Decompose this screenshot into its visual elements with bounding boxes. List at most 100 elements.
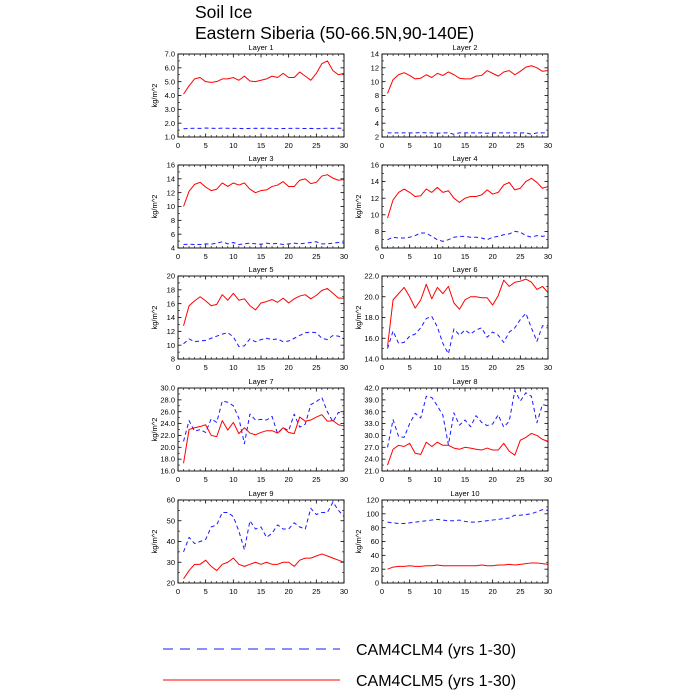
x-tick-label: 15 [461,475,469,484]
x-tick-label: 15 [257,363,265,372]
x-tick-label: 30 [340,475,348,484]
x-tick-label: 10 [433,141,441,150]
panel-title: Layer 8 [452,377,477,386]
panel-layer-10: Layer 10 0 5 10 15 20 25 30 0 20 40 60 80 100 120 kg/m^… [354,489,552,596]
panel-title: Layer 3 [248,154,273,163]
x-tick-label: 5 [408,587,412,596]
series-cam4clm4-line [183,331,345,348]
series-cam4clm4-line [387,132,548,135]
series-cam4clm4-line [387,312,548,355]
x-tick-label: 30 [544,475,552,484]
panel-title: Layer 2 [452,43,477,52]
y-tick-label: 20 [371,565,379,574]
x-tick-label: 25 [312,475,320,484]
legend-label-cam4clm4: CAM4CLM4 (yrs 1-30) [356,642,516,659]
x-tick-label: 15 [461,252,469,261]
y-tick-label: 22.0 [160,431,175,440]
panel-frame [381,275,549,360]
series-cam4clm5-line [387,562,549,570]
y-tick-label: 30.0 [160,384,175,393]
x-tick-label: 30 [544,363,552,372]
x-tick-label: 5 [408,363,412,372]
panel-layer-9: Layer 9 0 5 10 15 20 25 30 20 30 40 50 60 kg/m^2 [150,489,348,596]
y-tick-label: 4 [171,244,175,253]
y-tick-label: 10 [371,210,379,219]
y-tick-label: 4.0 [165,91,175,100]
panel-title: Layer 5 [248,265,273,274]
x-tick-label: 5 [204,141,208,150]
y-tick-label: 10 [371,77,379,86]
x-tick-label: 5 [204,252,208,261]
y-tick-label: 18 [167,285,175,294]
y-tick-label: 28.0 [160,395,175,404]
x-tick-label: 15 [461,587,469,596]
y-tick-label: 60 [167,496,175,505]
y-tick-label: 18.0 [160,455,175,464]
y-tick-label: 14 [371,177,379,186]
y-tick-label: 33.0 [364,419,379,428]
y-tick-label: 30 [167,558,175,567]
series-cam4clm4-line [387,389,549,448]
x-tick-label: 10 [433,363,441,372]
panel-layer-8: Layer 8 0 5 10 15 20 25 30 21.0 24.0 27.0 30.0 33.0 3… [364,377,552,484]
y-tick-label: 20.0 [364,292,379,301]
series-cam4clm4-line [183,396,345,445]
figure-title: Soil Ice [195,2,252,22]
y-tick-label: 40 [371,551,379,560]
y-axis-label: kg/m^2 [354,306,363,330]
x-tick-label: 15 [257,252,265,261]
series-cam4clm5-line [183,174,345,207]
panel-frame [381,164,549,249]
x-tick-label: 20 [284,252,292,261]
x-tick-label: 30 [544,141,552,150]
y-tick-label: 18.0 [364,313,379,322]
y-tick-label: 36.0 [364,407,379,416]
panel-layer-1: Layer 1 0 5 10 15 20 25 30 1.0 2.0 3.0 4.0 5.0 6.0 7.0… [150,43,348,150]
panel-layer-2: Layer 2 0 5 10 15 20 25 30 2 4 6 8 10 12 14 [371,43,553,150]
y-tick-label: 39.0 [364,395,379,404]
y-tick-label: 6 [375,105,379,114]
x-tick-label: 0 [380,363,384,372]
y-tick-label: 6 [171,230,175,239]
x-tick-label: 25 [516,363,524,372]
x-tick-label: 20 [284,141,292,150]
y-tick-label: 6 [375,244,379,253]
y-tick-label: 10 [167,202,175,211]
x-tick-label: 20 [488,587,496,596]
panel-title: Layer 1 [248,43,273,52]
y-tick-label: 2.0 [165,119,175,128]
y-axis-label: kg/m^2 [150,306,159,330]
y-tick-label: 120 [366,496,379,505]
y-tick-label: 42.0 [364,384,379,393]
x-tick-label: 10 [229,363,237,372]
y-tick-label: 8 [171,216,175,225]
x-tick-label: 0 [176,363,180,372]
x-tick-label: 30 [544,587,552,596]
y-tick-label: 10 [167,341,175,350]
x-tick-label: 25 [516,475,524,484]
y-tick-label: 2 [375,133,379,142]
y-tick-label: 12 [167,188,175,197]
panel-frame [177,164,345,249]
x-tick-label: 0 [176,475,180,484]
series-cam4clm5-line [387,177,549,219]
y-tick-label: 7.0 [165,50,175,59]
series-cam4clm5-line [183,414,345,464]
x-tick-label: 5 [408,141,412,150]
series-cam4clm5-line [183,60,345,95]
x-tick-label: 25 [312,141,320,150]
y-tick-label: 16 [371,161,379,170]
x-tick-label: 15 [257,475,265,484]
x-tick-label: 20 [284,363,292,372]
x-tick-label: 20 [488,141,496,150]
x-tick-label: 0 [176,587,180,596]
y-axis-label: kg/m^2 [150,84,159,108]
y-tick-label: 30.0 [364,431,379,440]
y-tick-label: 12 [371,194,379,203]
y-tick-label: 5.0 [165,77,175,86]
x-tick-label: 5 [204,475,208,484]
panel-layer-3: Layer 3 0 5 10 15 20 25 30 4 6 8 10 12 14 16 kg/m^2 [150,154,348,261]
x-tick-label: 30 [340,252,348,261]
series-cam4clm4-line [387,509,549,525]
